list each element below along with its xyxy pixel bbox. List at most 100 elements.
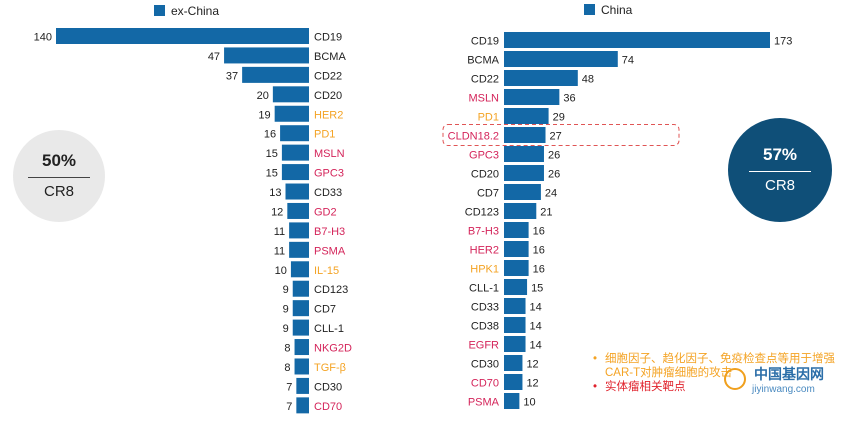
category-label-ex-china: GD2 [314,206,337,218]
category-label-china: CD70 [471,378,499,390]
bar-ex-china [292,300,309,317]
category-label-china: CD22 [471,74,499,86]
bar-china [504,108,549,124]
bar-ex-china [292,280,309,297]
value-label-ex-china: 37 [226,70,238,82]
value-label-ex-china: 20 [257,90,269,102]
category-label-ex-china: CD123 [314,284,348,296]
bar-china [504,222,529,238]
category-label-china: CD30 [471,359,499,371]
bar-ex-china [281,164,309,181]
value-label-china: 24 [545,188,557,200]
value-label-ex-china: 140 [34,32,52,44]
bar-china [504,298,526,314]
value-label-ex-china: 8 [284,362,290,374]
category-label-ex-china: MSLN [314,148,345,160]
value-label-china: 14 [530,321,542,333]
value-label-ex-china: 10 [275,265,287,277]
annotation-notes: • 细胞因子、趋化因子、免疫检查点等用于增强CAR-T对肿瘤细胞的攻击 • 实体… [593,352,848,394]
category-label-ex-china: TGF-β [314,362,346,374]
cr8-label: CR8 [43,183,74,200]
value-label-ex-china: 47 [208,51,220,63]
concentration-badge-ex-china: 50% CR8 [13,130,105,222]
category-label-ex-china: PSMA [314,245,346,257]
bar-china [504,355,523,371]
bar-ex-china [294,339,309,356]
bar-ex-china [287,202,309,219]
category-label-china: CLL-1 [469,283,499,295]
category-label-ex-china: NKG2D [314,343,352,355]
value-label-china: 26 [548,150,560,162]
value-label-china: 15 [531,283,543,295]
value-label-ex-china: 15 [266,148,278,160]
bar-china [504,317,526,333]
category-label-ex-china: CD19 [314,32,342,44]
bar-ex-china [296,377,309,394]
cr8-percent: 50% [41,151,77,170]
category-label-ex-china: B7-H3 [314,226,345,238]
bar-ex-china [289,222,309,239]
bar-china [504,374,523,390]
note-cytokine-targets: • 细胞因子、趋化因子、免疫检查点等用于增强CAR-T对肿瘤细胞的攻击 [593,352,848,380]
bar-china [504,146,544,162]
value-label-ex-china: 19 [258,109,270,121]
bar-ex-china [285,183,309,200]
category-label-china: CD20 [471,169,499,181]
value-label-china: 26 [548,169,560,181]
bar-china [504,203,537,219]
value-label-ex-china: 9 [283,284,289,296]
category-label-china: B7-H3 [468,226,499,238]
value-label-china: 16 [533,264,545,276]
value-label-ex-china: 16 [264,129,276,141]
value-label-ex-china: 8 [284,343,290,355]
legend-label-china: China [601,3,633,17]
note-bullet: • [593,381,598,393]
value-label-china: 21 [540,207,552,219]
category-label-ex-china: CD30 [314,381,342,393]
category-label-china: CD33 [471,302,499,314]
bar-ex-china [224,47,309,64]
category-label-ex-china: CD70 [314,401,342,413]
watermark-logo-icon [724,368,746,390]
bar-ex-china [289,241,309,258]
category-label-ex-china: IL-15 [314,265,339,277]
category-label-ex-china: HER2 [314,109,343,121]
bar-china [504,127,546,143]
cr8-label: CR8 [764,177,795,194]
bar-ex-china [272,86,309,103]
bar-ex-china [292,319,309,336]
category-label-china: BCMA [467,55,499,67]
category-label-ex-china: CD7 [314,304,336,316]
value-label-ex-china: 9 [283,323,289,335]
category-label-ex-china: CD33 [314,187,342,199]
value-label-ex-china: 7 [286,401,292,413]
category-label-china: PSMA [468,397,500,409]
note-solid-tumor-targets: • 实体瘤相关靶点 [593,380,848,394]
legend-label-ex-china: ex-China [171,4,219,18]
category-label-ex-china: BCMA [314,51,346,63]
value-label-ex-china: 9 [283,304,289,316]
category-label-china: HER2 [470,245,499,257]
bar-china [504,89,560,105]
value-label-ex-china: 11 [274,245,285,257]
value-label-china: 12 [526,359,538,371]
bar-china [504,32,770,48]
value-label-ex-china: 7 [286,381,292,393]
bar-china [504,241,529,257]
bar-china [504,165,544,181]
category-label-china: CD7 [477,188,499,200]
bar-china [504,70,578,86]
category-label-ex-china: GPC3 [314,168,344,180]
category-label-ex-china: CLL-1 [314,323,344,335]
value-label-china: 173 [774,36,792,48]
category-label-china: PD1 [478,112,499,124]
badge-divider [28,177,90,178]
bar-ex-china [281,144,309,161]
bar-ex-china [294,358,309,375]
note-text: 细胞因子、趋化因子、免疫检查点等用于增强CAR-T对肿瘤细胞的攻击 [605,353,835,379]
category-label-china: MSLN [468,93,499,105]
value-label-china: 14 [530,302,542,314]
category-label-china: CD123 [465,207,499,219]
